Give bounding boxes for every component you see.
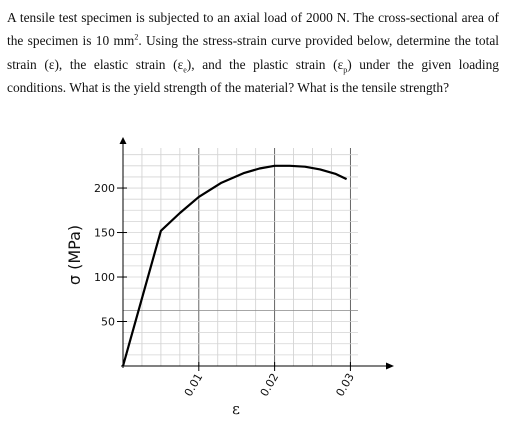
x-axis-arrow (386, 362, 394, 370)
plastic-subscript: p (343, 65, 348, 75)
problem-text-4: ) under the given loading conditions. Wh… (7, 56, 499, 96)
grid (123, 148, 358, 366)
y-axis-label: σ (MPa) (65, 225, 84, 285)
elastic-subscript: e (183, 65, 187, 75)
problem-text-1: A tensile test specimen is subjected to … (7, 10, 499, 49)
problem-text-2: . Using the stress-strain curve provided… (7, 33, 499, 72)
problem-statement: A tensile test specimen is subjected to … (7, 6, 499, 100)
x-tick-label: 0.03 (334, 371, 358, 399)
x-tick-label: 0.02 (258, 371, 282, 399)
y-tick-label: 200 (94, 182, 115, 195)
x-tick-label: 0.01 (182, 371, 206, 399)
axes (119, 137, 394, 370)
y-axis-arrow (119, 137, 127, 144)
problem-text-3: ), and the plastic strain (ε (186, 56, 344, 72)
stress-strain-curve (121, 164, 348, 367)
x-axis-label: ε (232, 400, 240, 418)
problem-superscript: 2 (134, 32, 139, 42)
y-tick-label: 150 (94, 227, 115, 240)
y-tick-label: 100 (94, 271, 115, 284)
y-tick-label: 50 (101, 316, 115, 329)
